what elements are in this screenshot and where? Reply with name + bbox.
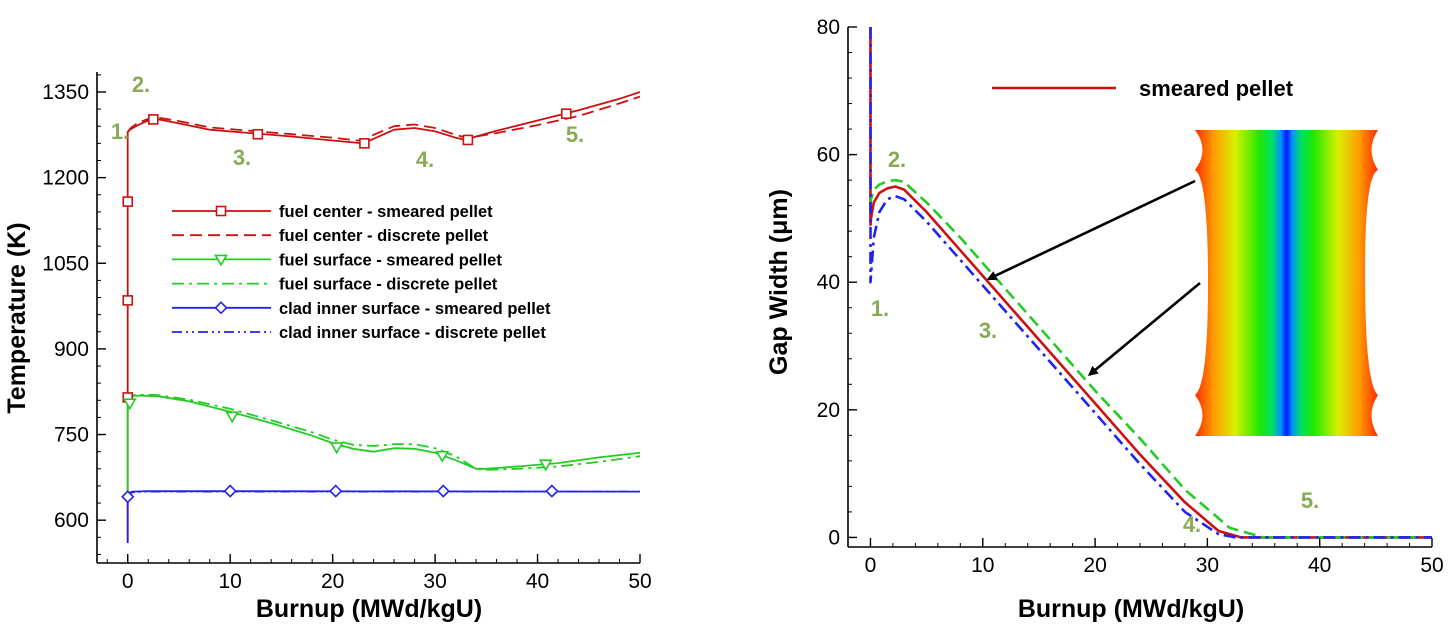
temperature-stage-label: 5. xyxy=(566,122,584,147)
pellet-pointer-arrow xyxy=(1087,281,1201,377)
temperature-data-point-2 xyxy=(329,442,344,455)
temperature-legend-label-5: clad inner surface - discrete pellet xyxy=(279,324,546,342)
temperature-y-tick-label: 1200 xyxy=(42,167,89,190)
temperature-data-point-0 xyxy=(122,196,134,207)
gap-width-legend: smeared pellet xyxy=(992,76,1294,101)
gap-width-x-tick-label: 20 xyxy=(1083,554,1106,577)
gap-width-x-tick-label: 30 xyxy=(1196,554,1219,577)
temperature-x-tick-label: 30 xyxy=(423,570,446,593)
temperature-data-point-4 xyxy=(329,484,343,498)
temperature-markers-group xyxy=(121,108,572,504)
temperature-legend-marker-4 xyxy=(214,301,228,315)
temperature-x-tick-label: 0 xyxy=(122,570,134,593)
temperature-data-point-2 xyxy=(435,450,450,463)
temperature-data-point-0 xyxy=(560,108,572,119)
gap-width-series-line-1 xyxy=(869,178,1432,539)
temperature-data-point-2 xyxy=(122,398,137,411)
temperature-stage-label: 2. xyxy=(132,72,150,97)
temperature-series-line-5 xyxy=(126,490,640,498)
temperature-series-line-4 xyxy=(126,490,641,543)
temperature-stage-annotations: 1.2. 3. 4. 5. xyxy=(111,72,584,172)
temperature-series-line-2 xyxy=(126,394,641,498)
gap-width-axes: 0 10 20 30 40 50 0 20 40 60 80 xyxy=(817,16,1444,577)
temperature-stage-label: 3. xyxy=(233,145,251,170)
gap-width-pointer-arrows xyxy=(986,179,1201,377)
temperature-y-tick-label: 1050 xyxy=(42,252,89,275)
temperature-data-point-2 xyxy=(538,459,553,472)
gap-width-series-group xyxy=(869,27,1432,539)
temperature-y-axis-title: Temperature (K) xyxy=(3,222,31,413)
temperature-data-point-4 xyxy=(121,490,135,504)
temperature-legend-marker-2 xyxy=(214,254,228,267)
temperature-data-point-4 xyxy=(545,484,559,498)
gap-width-x-tick-label: 50 xyxy=(1420,554,1443,577)
temperature-legend-marker-0 xyxy=(215,205,227,217)
temperature-x-tick-label: 10 xyxy=(219,570,242,593)
gap-width-x-axis-title: Burnup (MWd/kgU) xyxy=(1018,595,1244,623)
gap-width-stage-annotations: 1. 2. 3. 4. 5. xyxy=(871,147,1319,537)
gap-width-stage-label: 2. xyxy=(888,147,906,172)
temperature-axes: 0 10 20 30 40 50 600 750 900 1050 1200 1350 xyxy=(42,72,652,593)
gap-width-stage-label: 3. xyxy=(979,318,997,343)
temperature-x-axis-title: Burnup (MWd/kgU) xyxy=(256,595,482,623)
temperature-y-tick-label: 750 xyxy=(54,424,89,447)
temperature-legend: fuel center - smeared pellet fuel center … xyxy=(172,203,551,342)
temperature-data-point-0 xyxy=(462,134,474,146)
gap-width-stage-label: 5. xyxy=(1301,488,1319,513)
temperature-legend-label-1: fuel center - discrete pellet xyxy=(279,227,489,245)
temperature-legend-label-4: clad inner surface - smeared pellet xyxy=(279,300,551,318)
gap-width-stage-label: 1. xyxy=(871,296,889,321)
gap-width-y-tick-label: 40 xyxy=(817,271,840,294)
temperature-chart: 0 10 20 30 40 50 600 750 900 1050 1200 1350 Burnup … xyxy=(3,72,652,623)
gap-width-x-tick-label: 0 xyxy=(865,554,877,577)
gap-width-y-tick-label: 0 xyxy=(828,526,840,549)
temperature-data-point-0 xyxy=(122,295,134,306)
gap-width-y-tick-label: 60 xyxy=(817,144,840,167)
temperature-series-line-3 xyxy=(126,393,641,471)
temperature-data-point-0 xyxy=(359,138,370,149)
pellet-pointer-arrow xyxy=(986,179,1196,281)
temperature-data-point-0 xyxy=(148,114,159,125)
pellet-contour-shape xyxy=(1195,130,1378,436)
temperature-series-line-1 xyxy=(126,95,641,143)
gap-width-y-axis-title: Gap Width (μm) xyxy=(765,189,793,375)
temperature-stage-label: 4. xyxy=(416,147,434,172)
temperature-x-tick-label: 40 xyxy=(526,570,549,593)
temperature-legend-label-2: fuel surface - smeared pellet xyxy=(279,251,502,269)
gap-width-x-tick-label: 40 xyxy=(1308,554,1331,577)
temperature-y-tick-label: 900 xyxy=(54,338,89,361)
gap-width-series-line-0 xyxy=(869,27,1432,539)
gap-width-stage-label: 4. xyxy=(1183,512,1201,537)
temperature-data-point-4 xyxy=(436,484,450,498)
gap-width-x-tick-label: 10 xyxy=(971,554,994,577)
temperature-legend-label-0: fuel center - smeared pellet xyxy=(279,203,493,221)
gap-width-y-tick-label: 80 xyxy=(817,16,840,39)
temperature-legend-label-3: fuel surface - discrete pellet xyxy=(279,276,498,294)
temperature-data-point-2 xyxy=(225,411,240,424)
temperature-x-tick-label: 50 xyxy=(628,570,651,593)
gap-width-y-tick-label: 20 xyxy=(817,399,840,422)
temperature-y-tick-label: 1350 xyxy=(42,81,89,104)
temperature-x-tick-label: 20 xyxy=(321,570,344,593)
temperature-data-point-0 xyxy=(252,128,264,140)
gap-width-series-line-2 xyxy=(869,27,1432,539)
temperature-stage-label: 1. xyxy=(111,119,129,144)
temperature-y-tick-label: 600 xyxy=(54,509,89,532)
temperature-data-point-4 xyxy=(223,484,237,498)
gap-width-chart: 0 10 20 30 40 50 0 20 40 60 80 Burnup (MWd/kgU) Ga… xyxy=(765,16,1444,623)
pellet-contour-image xyxy=(1195,130,1378,436)
gap-width-legend-label: smeared pellet xyxy=(1139,76,1294,101)
